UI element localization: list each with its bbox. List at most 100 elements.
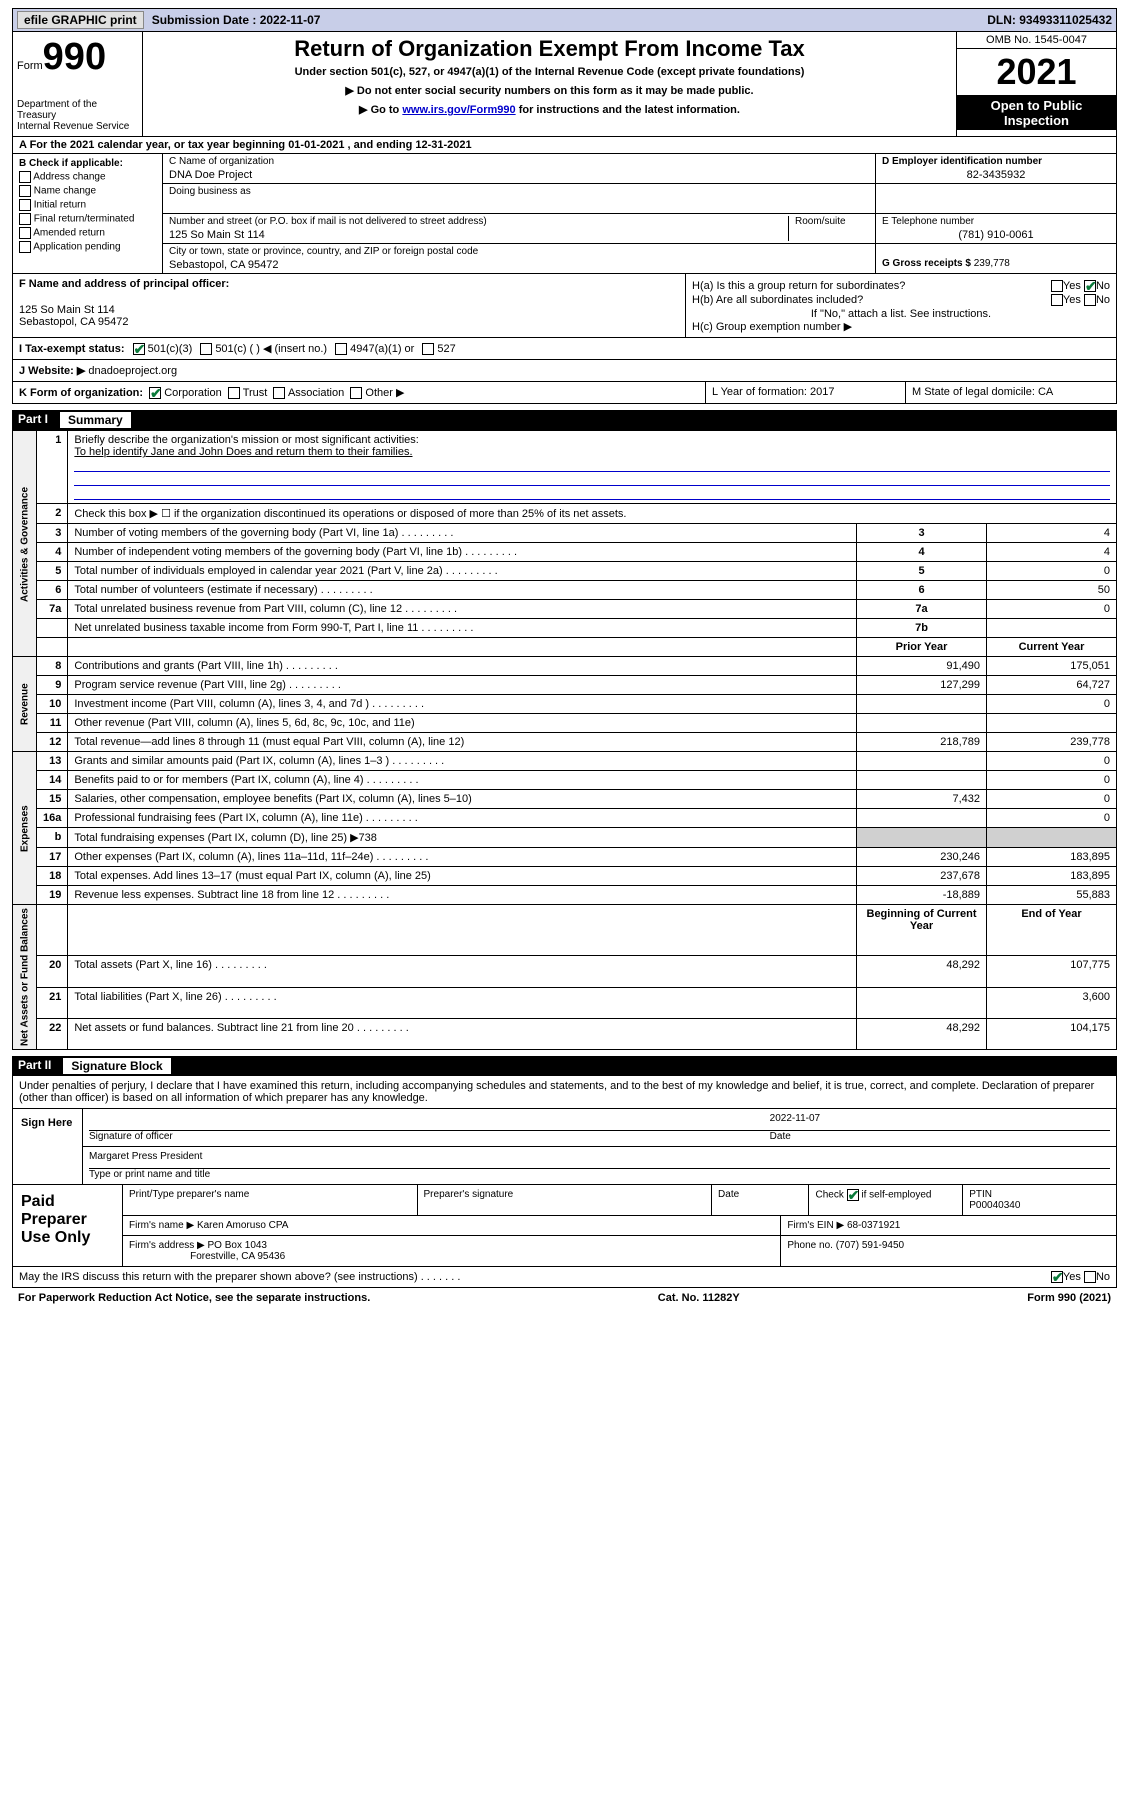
hb-note: If "No," attach a list. See instructions…: [692, 308, 1110, 320]
discuss-answer: Yes No: [1051, 1271, 1110, 1283]
phone-value: (781) 910-0061: [882, 229, 1110, 241]
form-header: Form990 Department of the Treasury Inter…: [12, 32, 1117, 137]
footer-discuss: May the IRS discuss this return with the…: [12, 1267, 1117, 1288]
opt-501c: 501(c) ( ) ◀ (insert no.): [200, 342, 327, 355]
ein-value: 82-3435932: [882, 169, 1110, 181]
section-bcd: B Check if applicable: Address change Na…: [12, 154, 1117, 274]
phone-label: E Telephone number: [882, 216, 1110, 227]
side-label-revenue: Revenue: [13, 657, 37, 752]
city-value: Sebastopol, CA 95472: [169, 259, 869, 271]
discuss-text: May the IRS discuss this return with the…: [19, 1271, 418, 1283]
section-b-label: B Check if applicable:: [19, 158, 123, 169]
open-public-badge: Open to Public Inspection: [957, 96, 1116, 130]
preparer-block: Paid Preparer Use Only Print/Type prepar…: [12, 1185, 1117, 1267]
ptin-label: PTIN: [969, 1189, 992, 1200]
row-i-tax-status: I Tax-exempt status: 501(c)(3) 501(c) ( …: [12, 338, 1117, 360]
opt-501c3: 501(c)(3): [133, 343, 193, 355]
officer-label: F Name and address of principal officer:: [19, 278, 229, 290]
part-1-header: Part I Summary: [12, 410, 1117, 430]
firm-name: Karen Amoruso CPA: [197, 1220, 289, 1231]
hc-label: H(c) Group exemption number ▶: [692, 320, 1110, 333]
form-org-label: K Form of organization:: [19, 387, 143, 399]
submission-date: Submission Date : 2022-11-07: [152, 13, 321, 27]
sign-here-label: Sign Here: [13, 1109, 83, 1184]
check-address-change: Address change: [19, 171, 156, 183]
omb-number: OMB No. 1545-0047: [957, 32, 1116, 49]
side-label-expenses: Expenses: [13, 752, 37, 905]
check-final-return: Final return/terminated: [19, 213, 156, 225]
gross-value: 239,778: [974, 258, 1010, 269]
dept-treasury: Department of the Treasury: [17, 99, 138, 121]
bottom-row: For Paperwork Reduction Act Notice, see …: [12, 1288, 1117, 1308]
ptin-value: P00040340: [969, 1200, 1020, 1211]
state-domicile: M State of legal domicile: CA: [906, 382, 1116, 403]
opt-assoc: Association: [273, 387, 344, 399]
firm-addr1: PO Box 1043: [208, 1240, 267, 1251]
prior-year-head: Prior Year: [857, 638, 987, 657]
efile-print-button[interactable]: efile GRAPHIC print: [17, 11, 144, 29]
dln: DLN: 93493311025432: [987, 13, 1112, 27]
check-application-pending: Application pending: [19, 241, 156, 253]
cat-no: Cat. No. 11282Y: [658, 1292, 740, 1304]
row-a-tax-year: A For the 2021 calendar year, or tax yea…: [12, 137, 1117, 154]
officer-addr2: Sebastopol, CA 95472: [19, 316, 679, 328]
city-label: City or town, state or province, country…: [169, 246, 869, 257]
sig-officer-label: Signature of officer: [89, 1131, 770, 1142]
line1-text: Briefly describe the organization's miss…: [74, 434, 1110, 446]
opt-trust: Trust: [228, 387, 268, 399]
sig-intro: Under penalties of perjury, I declare th…: [12, 1076, 1117, 1108]
self-emp-check: Check if self-employed: [809, 1185, 963, 1215]
org-name: DNA Doe Project: [169, 169, 869, 181]
sign-here-block: Sign Here Signature of officer 2022-11-0…: [12, 1108, 1117, 1185]
firm-addr2: Forestville, CA 95436: [190, 1251, 285, 1262]
line-num: 2: [37, 504, 68, 524]
ha-label: H(a) Is this a group return for subordin…: [692, 280, 905, 292]
row-k-form-org: K Form of organization: Corporation Trus…: [12, 382, 1117, 404]
tax-year: 2021: [957, 49, 1116, 96]
irs-label: Internal Revenue Service: [17, 121, 138, 132]
irs-link[interactable]: www.irs.gov/Form990: [402, 104, 515, 116]
part-1-num: Part I: [18, 412, 48, 428]
firm-name-label: Firm's name ▶: [129, 1220, 194, 1231]
hb-answer: Yes No: [1051, 294, 1110, 306]
room-label: Room/suite: [795, 216, 869, 227]
instruction-link: ▶ Go to www.irs.gov/Form990 for instruct…: [147, 103, 952, 116]
form-number: 990: [43, 36, 106, 78]
check-name-change: Name change: [19, 185, 156, 197]
prep-phone: (707) 591-9450: [836, 1240, 904, 1251]
part-2-header: Part II Signature Block: [12, 1056, 1117, 1076]
section-fgh: F Name and address of principal officer:…: [12, 274, 1117, 338]
year-formation: L Year of formation: 2017: [706, 382, 906, 403]
form-ref: Form 990 (2021): [1027, 1292, 1111, 1304]
tax-status-label: I Tax-exempt status:: [19, 343, 125, 355]
sig-date-label: Date: [770, 1131, 1110, 1142]
firm-ein: 68-0371921: [847, 1220, 900, 1231]
paperwork-notice: For Paperwork Reduction Act Notice, see …: [18, 1292, 370, 1304]
part-2-num: Part II: [18, 1058, 51, 1074]
sig-date-value: 2022-11-07: [770, 1113, 1110, 1131]
line2-text: Check this box ▶ ☐ if the organization d…: [68, 504, 1117, 524]
ha-answer: Yes No: [1051, 280, 1110, 292]
addr-value: 125 So Main St 114: [169, 229, 782, 241]
dba-label: Doing business as: [169, 186, 869, 197]
hb-label: H(b) Are all subordinates included?: [692, 294, 863, 306]
prep-sig-label: Preparer's signature: [418, 1185, 713, 1215]
side-label-netassets: Net Assets or Fund Balances: [13, 905, 37, 1050]
prep-phone-label: Phone no.: [787, 1240, 833, 1251]
form-label: Form: [17, 60, 43, 72]
opt-527: 527: [422, 343, 455, 355]
opt-other: Other ▶: [350, 387, 404, 399]
part-1-title: Summary: [60, 412, 131, 428]
officer-addr1: 125 So Main St 114: [19, 304, 679, 316]
name-title-label: Type or print name and title: [89, 1169, 1110, 1180]
form-subtitle: Under section 501(c), 527, or 4947(a)(1)…: [147, 66, 952, 78]
print-name-label: Print/Type preparer's name: [123, 1185, 418, 1215]
mission-text: To help identify Jane and John Does and …: [74, 446, 1110, 458]
instruction-ssn: ▶ Do not enter social security numbers o…: [147, 84, 952, 97]
form-title: Return of Organization Exempt From Incom…: [147, 36, 952, 62]
ein-label: D Employer identification number: [882, 156, 1042, 167]
firm-ein-label: Firm's EIN ▶: [787, 1220, 844, 1231]
current-year-head: Current Year: [987, 638, 1117, 657]
firm-addr-label: Firm's address ▶: [129, 1240, 205, 1251]
officer-name: Margaret Press President: [89, 1151, 1110, 1169]
